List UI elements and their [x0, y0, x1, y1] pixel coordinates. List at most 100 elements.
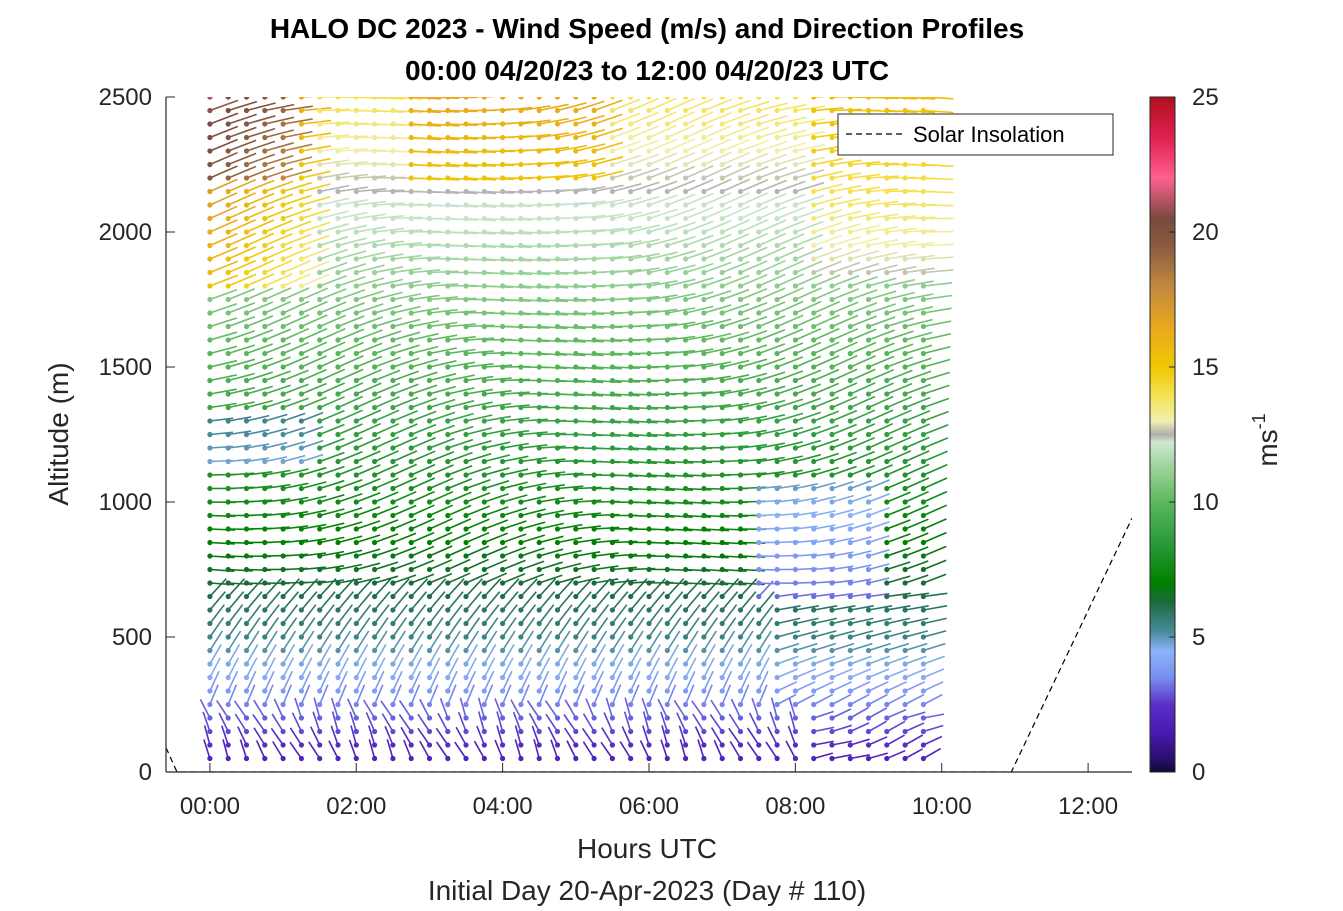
wind-barb-dot [426, 701, 433, 708]
wind-barb-shaft [709, 714, 723, 732]
wind-barb-shaft [611, 644, 625, 665]
wind-barb-dot [225, 755, 231, 762]
wind-barb-shaft [457, 711, 467, 732]
wind-barb-dot [573, 269, 579, 276]
wind-barb-shaft [356, 162, 387, 166]
wind-barb-shaft [667, 249, 696, 260]
wind-barb-dot [372, 728, 378, 735]
wind-barb-shaft [868, 316, 896, 328]
wind-barb-shaft [575, 339, 604, 343]
wind-barb-dot [426, 674, 433, 681]
wind-barb-dot [774, 445, 780, 451]
wind-barb-shaft [209, 657, 221, 678]
wind-barb-dot [902, 647, 908, 654]
wind-barb-dot [554, 188, 561, 195]
wind-barb-shaft [666, 591, 684, 611]
wind-barb-dot [920, 607, 927, 613]
wind-barb-dot [353, 121, 359, 127]
wind-barb-shaft [319, 159, 350, 166]
wind-barb-dot [518, 485, 524, 492]
wind-barb-dot [500, 296, 506, 303]
wind-barb-shaft [346, 698, 358, 719]
colorbar-tick-label: 5 [1192, 624, 1205, 651]
wind-barb-dot [646, 161, 652, 168]
wind-barb-shaft [703, 501, 730, 504]
wind-barb-shaft [556, 684, 567, 705]
wind-barb-shaft [703, 289, 732, 301]
wind-barb-shaft [740, 178, 769, 193]
wind-barb-dot [445, 418, 451, 424]
wind-barb-shaft [282, 454, 306, 463]
wind-barb-shaft [264, 116, 295, 125]
wind-barb-dot [463, 485, 469, 492]
wind-barb-dot [390, 97, 396, 100]
wind-barb-shaft [641, 697, 650, 719]
wind-barb-dot [500, 188, 506, 195]
wind-barb-dot [774, 661, 780, 667]
wind-barb-dot [609, 647, 616, 654]
wind-barb-dot [243, 553, 250, 559]
wind-barb-shaft [209, 528, 236, 531]
wind-barb-dot [243, 499, 250, 505]
wind-barb-shaft [465, 591, 483, 611]
wind-barb-shaft [410, 423, 437, 436]
wind-barb-shaft [850, 493, 872, 503]
wind-barb-dot [408, 148, 414, 154]
wind-barb-dot [243, 418, 250, 424]
wind-barb-dot [591, 661, 597, 667]
wind-barb-shaft [575, 576, 600, 584]
wind-barb-shaft [337, 341, 364, 355]
wind-barb-shaft [612, 420, 640, 424]
wind-barb-dot [445, 647, 451, 654]
wind-barb-dot [262, 404, 268, 411]
wind-barb-shaft [575, 563, 601, 571]
wind-barb-dot [335, 269, 341, 276]
wind-barb-dot [847, 553, 853, 559]
wind-barb-shaft [593, 644, 607, 665]
wind-barb-shaft [831, 642, 855, 652]
wind-barb-shaft [556, 630, 571, 651]
wind-barb-dot [408, 674, 414, 681]
wind-barb-shaft [813, 183, 843, 193]
wind-barb-dot [664, 161, 670, 168]
wind-barb-dot [573, 323, 579, 330]
wind-barb-dot [920, 175, 927, 181]
wind-barb-dot [335, 202, 341, 208]
wind-barb-shaft [905, 216, 936, 220]
wind-barb-shaft [648, 152, 678, 166]
wind-barb-dot [225, 539, 231, 546]
wind-barb-shaft [374, 505, 399, 517]
wind-barb-shaft [538, 561, 563, 571]
wind-barb-dot [536, 215, 542, 222]
wind-barb-dot [536, 296, 542, 303]
wind-barb-shaft [264, 670, 275, 692]
wind-barb-dot [207, 593, 213, 600]
wind-barb-shaft [713, 739, 723, 759]
wind-barb-shaft [624, 697, 632, 719]
wind-barb-shaft [392, 670, 403, 692]
wind-barb-shaft [703, 192, 732, 206]
wind-barb-shaft [301, 566, 326, 571]
wind-barb-shaft [904, 477, 930, 490]
wind-barb-dot [609, 269, 616, 276]
wind-barb-shaft [758, 115, 788, 125]
wind-barb-shaft [227, 205, 256, 220]
wind-barb-shaft [447, 558, 471, 571]
wind-barb-shaft [648, 265, 678, 274]
wind-barb-dot [811, 742, 817, 748]
wind-barb-shaft [795, 194, 825, 206]
wind-barb-dot [865, 404, 872, 411]
wind-barb-dot [683, 593, 689, 600]
wind-barb-shaft [795, 97, 803, 98]
wind-barb-dot [372, 674, 378, 681]
wind-barb-dot [518, 148, 524, 154]
wind-barb-dot [902, 337, 908, 343]
wind-barb-shaft [642, 725, 650, 746]
wind-barb-dot [920, 310, 927, 316]
wind-barb-dot [811, 620, 817, 627]
wind-barb-dot [335, 742, 341, 748]
wind-barb-dot [426, 634, 433, 640]
wind-barb-dot [298, 364, 304, 370]
wind-barb-shaft [795, 327, 822, 341]
wind-barb-shaft [429, 347, 457, 355]
